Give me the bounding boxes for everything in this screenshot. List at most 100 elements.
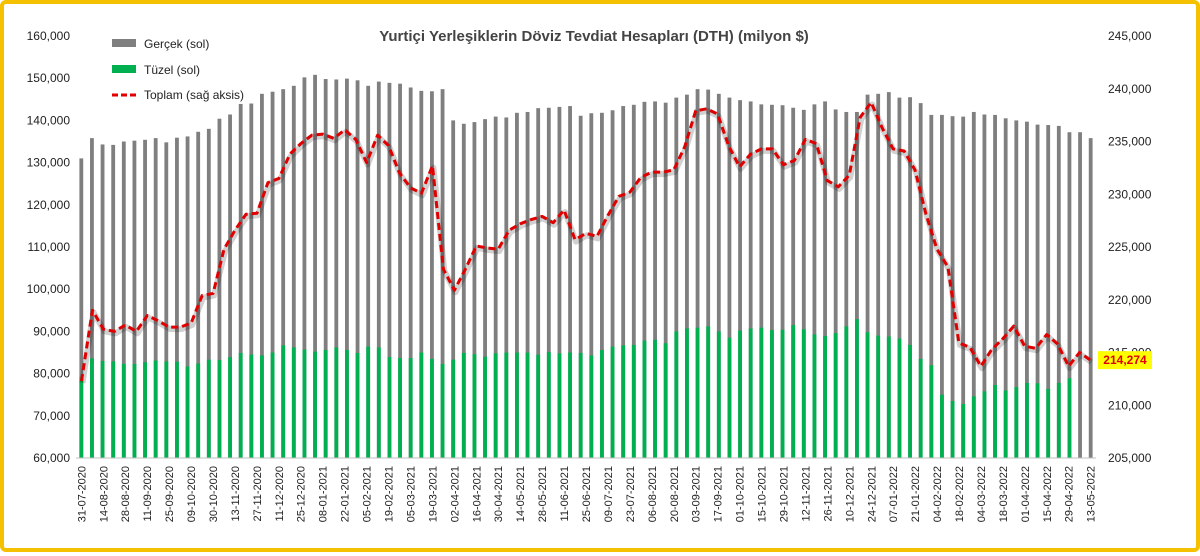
bar-gercek: [132, 140, 137, 458]
bar-gercek: [674, 97, 679, 459]
last-value-callout: 214,274: [1098, 351, 1152, 370]
x-axis-tick: 29-04-2022: [1064, 466, 1076, 522]
bar-gercek: [961, 116, 966, 458]
bar-gercek: [281, 89, 286, 459]
left-axis-tick: 110,000: [28, 240, 71, 254]
bar-tuzel: [621, 345, 626, 458]
bar-gercek: [1035, 124, 1040, 459]
bar-tuzel: [143, 362, 147, 458]
bar-tuzel: [1014, 387, 1019, 458]
bar-gercek: [302, 77, 307, 459]
bar-tuzel: [483, 356, 487, 458]
bar-gercek: [175, 137, 179, 458]
bar-gercek: [759, 104, 764, 459]
x-axis-tick: 02-04-2021: [449, 466, 461, 522]
bar-gercek: [1003, 118, 1008, 458]
bar-tuzel: [706, 326, 711, 458]
bar-gercek: [695, 89, 700, 459]
bar-tuzel: [217, 360, 222, 458]
left-axis-tick: 130,000: [27, 156, 71, 170]
x-axis-tick: 23-07-2021: [625, 466, 637, 522]
bar-tuzel: [685, 328, 689, 458]
bar-gercek: [430, 91, 434, 458]
bar-tuzel: [823, 336, 827, 458]
bar-gercek: [706, 89, 711, 458]
bar-tuzel: [461, 352, 466, 458]
bar-gercek: [90, 138, 94, 458]
left-axis-tick: 120,000: [27, 198, 71, 212]
bar-tuzel: [323, 349, 328, 458]
bar-tuzel: [886, 336, 891, 458]
bar-gercek: [971, 111, 976, 459]
right-axis-tick: 220,000: [1108, 293, 1152, 307]
bar-gercek: [780, 105, 785, 459]
x-axis-tick: 14-05-2021: [515, 466, 527, 522]
right-axis-tick: 245,000: [1108, 29, 1152, 43]
bar-tuzel: [918, 358, 923, 458]
right-axis-tick: 230,000: [1108, 187, 1152, 201]
bar-gercek: [387, 82, 392, 458]
bar-gercek: [653, 101, 657, 458]
bar-tuzel: [451, 359, 456, 458]
bar-gercek: [355, 80, 360, 458]
bar-gercek: [589, 113, 594, 458]
bar-gercek: [483, 119, 487, 458]
dth-chart: Yurtiçi Yerleşiklerin Döviz Tevdiat Hesa…: [27, 28, 1152, 522]
bar-gercek: [185, 136, 190, 458]
x-axis-tick: 09-07-2021: [603, 466, 615, 522]
bar-tuzel: [663, 343, 668, 458]
x-axis-tick: 03-09-2021: [691, 466, 703, 522]
bar-tuzel: [90, 358, 94, 458]
bar-tuzel: [642, 340, 647, 458]
x-axis-tick: 30-04-2021: [493, 466, 505, 522]
right-axis-tick: 205,000: [1108, 451, 1152, 465]
bar-tuzel: [291, 347, 296, 458]
left-y-axis: 60,000 70,000 80,000 90,000 100,000 110,000 12…: [27, 29, 71, 465]
bar-tuzel: [982, 391, 987, 458]
bar-gercek: [823, 101, 827, 458]
left-axis-tick: 150,000: [27, 71, 71, 85]
bar-tuzel: [589, 355, 594, 458]
bar-tuzel: [504, 352, 509, 458]
x-axis-tick: 25-06-2021: [581, 466, 593, 522]
left-axis-tick: 100,000: [27, 282, 71, 296]
bar-tuzel: [355, 352, 360, 458]
x-axis-tick: 11-06-2021: [559, 466, 571, 521]
bar-gercek: [270, 91, 275, 458]
x-axis-tick: 31-07-2020: [76, 466, 88, 522]
bar-gercek: [631, 104, 636, 458]
bar-tuzel: [376, 347, 381, 458]
bar-gercek: [727, 97, 732, 459]
callout-label: 214,274: [1103, 353, 1147, 367]
bar-gercek: [610, 110, 615, 459]
x-axis-tick: 08-01-2021: [318, 466, 330, 522]
bar-tuzel: [674, 331, 679, 458]
bar-gercek: [791, 107, 796, 459]
bar-gercek: [801, 109, 806, 458]
bar-gercek: [940, 114, 944, 458]
bar-gercek: [323, 79, 328, 458]
bar-tuzel: [833, 333, 838, 458]
bar-tuzel: [727, 337, 732, 458]
bar-gercek: [897, 97, 902, 459]
bar-tuzel: [440, 363, 445, 458]
bar-tuzel: [525, 352, 530, 458]
bar-tuzel: [132, 363, 137, 458]
x-axis-tick: 19-03-2021: [427, 466, 439, 522]
bar-gercek: [100, 144, 105, 458]
x-axis-tick: 19-02-2021: [384, 466, 396, 522]
bar-tuzel: [515, 352, 519, 458]
bar-gercek: [334, 79, 339, 458]
bar-gercek: [1056, 125, 1061, 458]
bar-gercek: [408, 87, 413, 458]
bar-tuzel: [971, 396, 976, 458]
bar-gercek: [440, 89, 445, 459]
x-axis-tick: 29-10-2021: [778, 466, 790, 522]
x-axis-tick: 18-03-2022: [998, 466, 1010, 522]
bar-tuzel: [855, 319, 859, 458]
bar-tuzel: [716, 331, 721, 458]
legend-label-tuzel: Tüzel (sol): [144, 63, 200, 77]
x-axis-tick: 04-02-2022: [932, 466, 944, 522]
x-axis-tick: 12-11-2021: [800, 466, 812, 521]
right-axis-tick: 240,000: [1108, 82, 1152, 96]
